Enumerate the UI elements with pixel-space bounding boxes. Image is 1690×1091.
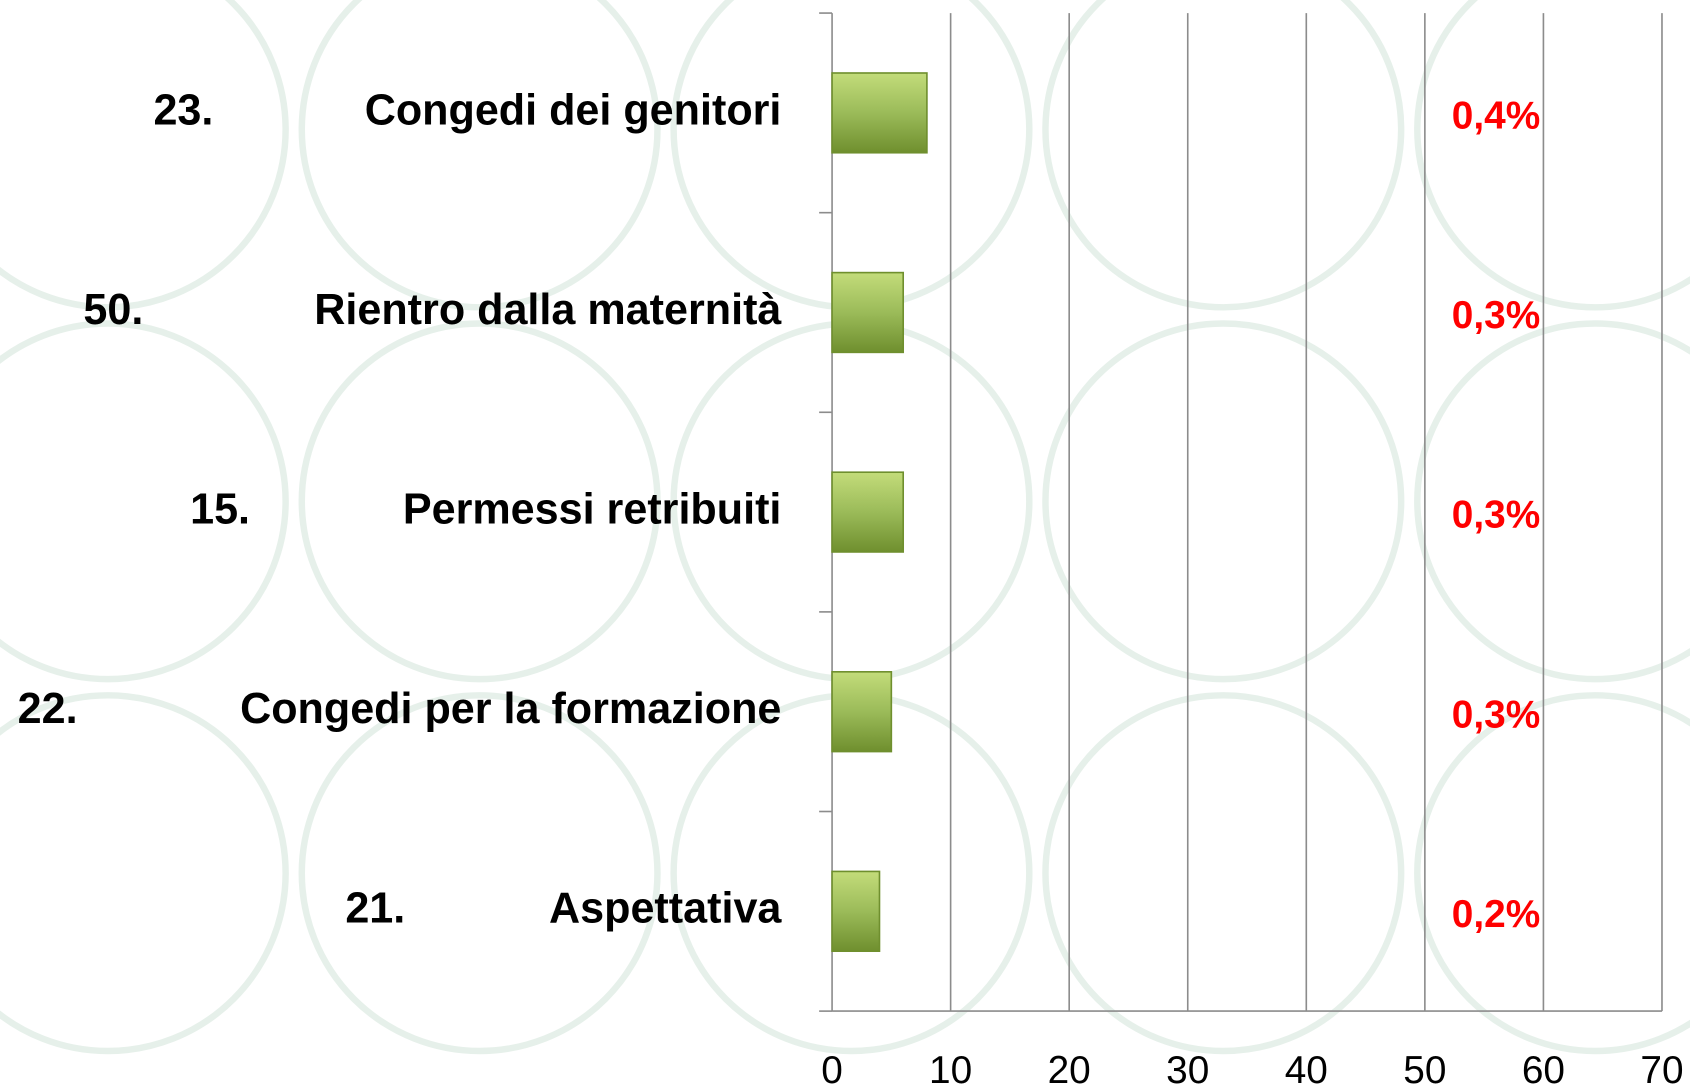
bar xyxy=(831,72,928,154)
category-label: Permessi retribuiti xyxy=(403,485,782,533)
rank-label: 50. xyxy=(83,286,143,334)
rank-label: 23. xyxy=(153,86,213,134)
rank-label: 15. xyxy=(190,485,250,533)
x-tick-label: 40 xyxy=(1285,1049,1328,1091)
category-label: Aspettativa xyxy=(549,885,782,933)
percent-label: 0,3% xyxy=(1452,693,1540,736)
x-tick-label: 60 xyxy=(1522,1049,1565,1091)
bar xyxy=(831,271,905,354)
percent-label: 0,3% xyxy=(1452,494,1540,537)
x-tick-label: 30 xyxy=(1166,1049,1209,1091)
category-label: Congedi per la formazione xyxy=(240,685,781,733)
bar xyxy=(831,471,905,553)
x-tick-label: 50 xyxy=(1403,1049,1446,1091)
x-tick-label: 10 xyxy=(929,1049,972,1091)
percent-label: 0,2% xyxy=(1452,893,1540,936)
bar xyxy=(831,870,881,952)
x-tick-label: 0 xyxy=(821,1049,843,1091)
x-tick-label: 20 xyxy=(1048,1049,1091,1091)
bar xyxy=(831,671,893,753)
percent-label: 0,4% xyxy=(1452,95,1540,138)
rank-label: 21. xyxy=(345,885,405,933)
category-label: Rientro dalla maternità xyxy=(314,286,782,334)
category-label: Congedi dei genitori xyxy=(365,86,782,134)
rank-label: 22. xyxy=(18,685,78,733)
percent-label: 0,3% xyxy=(1452,294,1540,337)
x-tick-label: 70 xyxy=(1640,1049,1683,1091)
